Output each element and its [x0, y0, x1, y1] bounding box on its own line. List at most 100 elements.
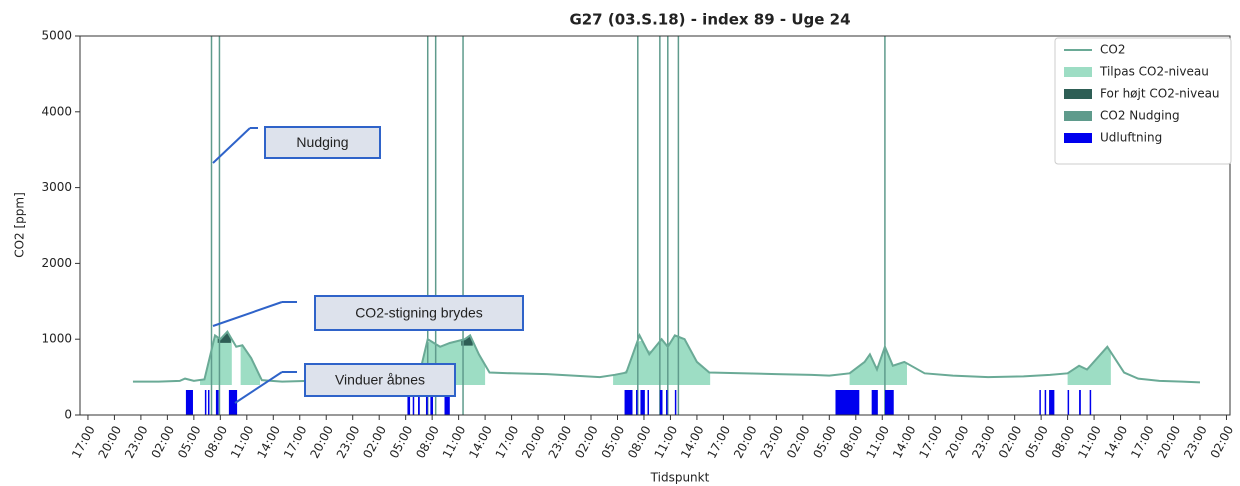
adjust-region: [200, 331, 232, 385]
x-tick-label: 20:00: [96, 423, 125, 460]
annotation-line: [234, 371, 283, 404]
y-tick-label: 2000: [41, 256, 72, 270]
plot-frame: [79, 35, 1231, 416]
x-tick-label: 17:00: [281, 423, 310, 460]
ventilation-bar: [444, 390, 450, 415]
ventilation-bar: [884, 390, 894, 415]
x-tick-label: 20:00: [731, 423, 760, 460]
ventilation-bar: [215, 390, 219, 415]
x-tick-label: 11:00: [440, 423, 469, 460]
annotation-box: [264, 126, 381, 159]
x-tick-label: 23:00: [334, 423, 363, 460]
y-tick-label: 1000: [41, 332, 72, 346]
ventilation-bar: [204, 390, 207, 415]
ventilation-bar: [207, 390, 210, 415]
annotation-text: Nudging: [296, 134, 348, 150]
x-tick-label: 11:00: [1075, 423, 1104, 460]
x-tick-label: 20:00: [519, 423, 548, 460]
x-tick-label: 02:00: [149, 423, 178, 460]
x-tick-label: 05:00: [1022, 423, 1051, 460]
x-tick-label: 20:00: [1155, 423, 1184, 460]
ventilation-bar: [624, 390, 633, 415]
high-region: [461, 335, 473, 346]
legend-swatch: [1064, 67, 1092, 77]
y-axis-label: CO2 [ppm]: [13, 192, 27, 258]
legend-label: Tilpas CO2-niveau: [1099, 65, 1209, 79]
ventilation-bar: [871, 390, 878, 415]
x-tick-label: 14:00: [254, 423, 283, 460]
ventilation-bar: [647, 390, 649, 415]
x-tick-label: 08:00: [1049, 423, 1078, 460]
x-tick-label: 20:00: [307, 423, 336, 460]
ventilation-bar: [666, 390, 668, 415]
x-tick-label: 05:00: [810, 423, 839, 460]
co2-line: [132, 329, 1201, 384]
x-tick-label: 11:00: [863, 423, 892, 460]
y-tick-label: 3000: [41, 180, 72, 194]
x-axis-label: Tidspunkt: [650, 471, 710, 485]
x-tick-label: 23:00: [757, 423, 786, 460]
y-tick-label: 5000: [41, 29, 72, 43]
x-tick-label: 02:00: [784, 423, 813, 460]
legend-box: [1054, 37, 1232, 165]
x-tick-label: 14:00: [678, 423, 707, 460]
ventilation-bar: [430, 390, 434, 415]
y-tick-label: 4000: [41, 104, 72, 118]
ventilation-bar: [228, 390, 238, 415]
legend-label: CO2: [1100, 43, 1125, 57]
ventilation-bar: [640, 390, 645, 415]
x-tick-label: 05:00: [599, 423, 628, 460]
annotation-line: [212, 301, 283, 327]
x-tick-label: 08:00: [413, 423, 442, 460]
x-tick-label: 23:00: [546, 423, 575, 460]
x-tick-label: 23:00: [969, 423, 998, 460]
ventilation-bar: [835, 390, 860, 415]
ventilation-bar: [412, 390, 415, 415]
x-tick-label: 14:00: [466, 423, 495, 460]
x-tick-label: 05:00: [175, 423, 204, 460]
adjust-region: [1067, 347, 1111, 385]
x-tick-label: 02:00: [996, 423, 1025, 460]
y-tick-label: 0: [64, 408, 72, 422]
x-tick-label: 02:00: [572, 423, 601, 460]
x-tick-label: 17:00: [69, 423, 98, 460]
x-tick-label: 23:00: [122, 423, 151, 460]
x-tick-label: 08:00: [625, 423, 654, 460]
legend-label: Udluftning: [1100, 131, 1162, 145]
legend-swatch: [1064, 89, 1092, 99]
ventilation-bar: [1049, 390, 1055, 415]
legend-label: For højt CO2-niveau: [1100, 87, 1220, 101]
x-tick-label: 02:00: [360, 423, 389, 460]
ventilation-bar: [1079, 390, 1081, 415]
x-tick-label: 17:00: [493, 423, 522, 460]
x-tick-label: 14:00: [1102, 423, 1131, 460]
x-tick-label: 08:00: [837, 423, 866, 460]
x-tick-label: 11:00: [652, 423, 681, 460]
x-tick-label: 05:00: [387, 423, 416, 460]
legend-label: CO2 Nudging: [1100, 109, 1180, 123]
ventilation-bar: [407, 390, 411, 415]
ventilation-bar: [1067, 390, 1070, 415]
annotation-box: [304, 363, 456, 397]
legend-swatch: [1064, 111, 1092, 121]
ventilation-bar: [659, 390, 663, 415]
ventilation-bar: [1044, 390, 1047, 415]
x-tick-label: 23:00: [1181, 423, 1210, 460]
x-tick-label: 17:00: [916, 423, 945, 460]
x-tick-label: 20:00: [943, 423, 972, 460]
annotation-text: CO2-stigning brydes: [355, 305, 483, 321]
ventilation-bar: [636, 390, 638, 415]
legend-swatch: [1064, 133, 1092, 143]
x-tick-label: 17:00: [1128, 423, 1157, 460]
annotation-line: [212, 127, 251, 164]
high-region: [217, 331, 231, 343]
ventilation-bar: [185, 390, 193, 415]
x-tick-label: 11:00: [228, 423, 257, 460]
annotation-text: Vinduer åbnes: [335, 372, 425, 388]
ventilation-bar: [674, 390, 677, 415]
adjust-region: [240, 345, 261, 385]
annotation-box: [314, 295, 524, 331]
ventilation-bar: [418, 390, 420, 415]
x-tick-label: 02:00: [1208, 423, 1237, 460]
